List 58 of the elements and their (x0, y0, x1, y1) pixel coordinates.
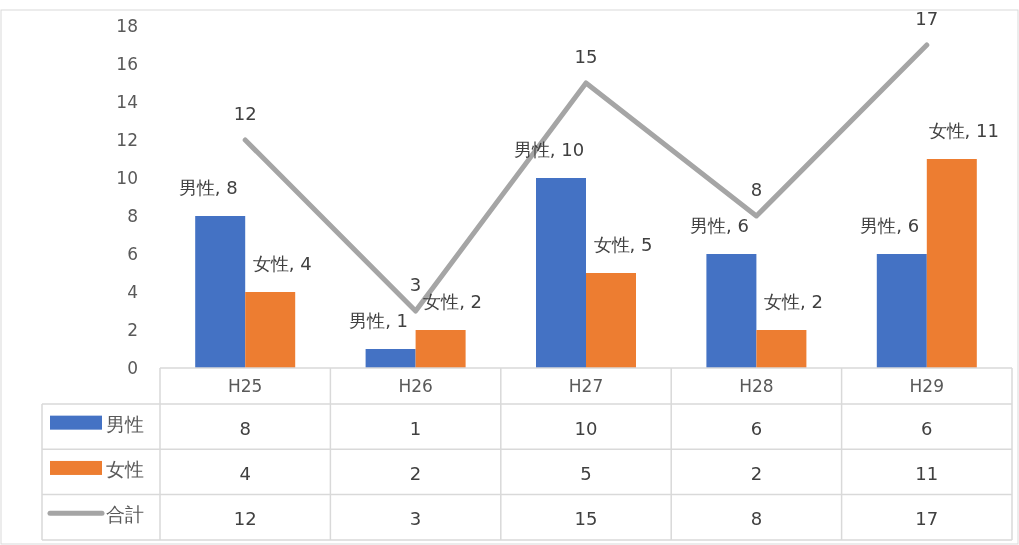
bar (245, 292, 296, 368)
x-tick-label: H28 (739, 376, 774, 396)
data-label: 6 (921, 417, 933, 439)
data-label: 12 (233, 508, 257, 530)
x-tick-label: H26 (398, 376, 433, 396)
annotation: 女性, 4 (252, 253, 312, 274)
data-label: 1 (409, 417, 422, 439)
annotation: 女性, 2 (763, 291, 823, 312)
bar (195, 216, 246, 368)
y-tick-label: 14 (116, 92, 138, 112)
y-tick-label: 2 (127, 320, 138, 340)
bar (756, 330, 807, 368)
x-tick-label: H29 (909, 376, 945, 396)
y-tick-label: 18 (116, 16, 138, 36)
y-tick-label: 0 (127, 358, 138, 378)
annotation: 男性, 10 (513, 139, 585, 160)
y-tick-label: 6 (127, 244, 138, 264)
annotation: 3 (409, 274, 422, 295)
bar (876, 254, 927, 368)
y-tick-label: 10 (116, 168, 138, 188)
data-label: 17 (915, 508, 939, 530)
annotation: 17 (915, 8, 939, 29)
annotation: 男性, 1 (349, 310, 409, 331)
annotation: 女性, 2 (423, 291, 483, 312)
annotation: 女性, 11 (928, 120, 999, 141)
data-label: 5 (580, 462, 592, 484)
data-label: 8 (750, 508, 763, 530)
annotation: 15 (574, 46, 598, 67)
legend-label: 女性 (106, 457, 144, 480)
annotation: 女性, 5 (593, 234, 653, 255)
bar (536, 178, 586, 368)
annotation: 男性, 6 (860, 215, 920, 236)
annotation: 12 (233, 103, 257, 124)
data-label: 6 (750, 417, 763, 439)
data-label: 4 (239, 462, 251, 484)
data-label: 2 (750, 462, 763, 484)
y-tick-label: 12 (116, 130, 138, 150)
legend-label: 男性 (106, 412, 144, 435)
data-label: 2 (409, 462, 422, 484)
y-tick-label: 4 (127, 282, 138, 302)
y-tick-label: 16 (116, 54, 138, 74)
data-label: 3 (409, 508, 422, 530)
x-tick-label: H25 (227, 376, 263, 396)
data-label: 10 (574, 417, 598, 439)
data-label: 11 (915, 462, 939, 484)
x-tick-label: H27 (568, 376, 604, 396)
bar (706, 254, 757, 368)
bar (415, 330, 466, 368)
annotation: 8 (750, 179, 763, 200)
annotation: 男性, 6 (689, 215, 749, 236)
data-label: 8 (239, 417, 251, 439)
bar (926, 159, 977, 368)
data-label: 15 (574, 508, 598, 530)
legend-label: 合計 (106, 503, 144, 526)
bar (365, 349, 416, 368)
y-tick-label: 8 (127, 206, 138, 226)
bar (586, 273, 636, 368)
annotation: 男性, 8 (178, 177, 238, 198)
